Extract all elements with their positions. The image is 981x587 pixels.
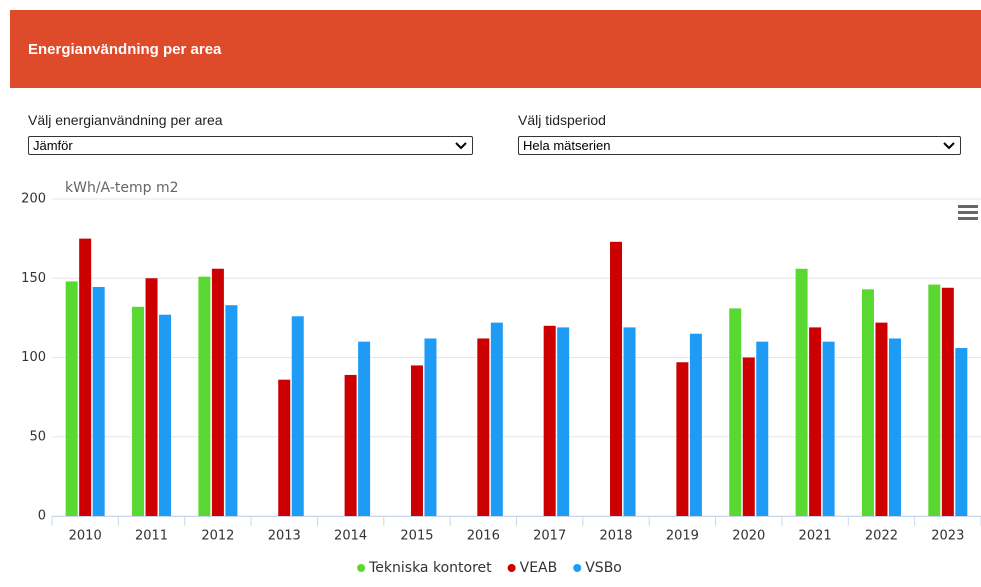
bar — [676, 362, 689, 516]
select-value: Jämför — [33, 138, 73, 153]
x-tick-label: 2016 — [467, 529, 500, 544]
x-tick-label: 2017 — [533, 529, 566, 544]
bar — [875, 322, 888, 516]
bar — [822, 341, 835, 516]
bar — [92, 286, 105, 516]
x-tick-label: 2011 — [135, 529, 168, 544]
bar — [291, 316, 304, 516]
control-label: Välj energianvändning per area — [28, 112, 223, 128]
bar — [424, 338, 437, 516]
bar — [543, 325, 556, 516]
legend-marker — [357, 564, 366, 572]
bar — [610, 241, 623, 517]
x-tick-label: 2010 — [69, 529, 102, 544]
bar — [689, 333, 702, 516]
bar — [477, 338, 490, 516]
bar — [623, 327, 636, 516]
bar — [145, 278, 158, 516]
select[interactable]: Hela mätserien — [518, 136, 961, 155]
x-tick-label: 2015 — [400, 529, 433, 544]
x-tick-label: 2023 — [931, 529, 964, 544]
legend-label: VSBo — [585, 560, 622, 576]
bar — [490, 322, 503, 516]
bar — [344, 374, 357, 516]
bar — [65, 281, 78, 516]
bar — [410, 365, 423, 516]
bar — [159, 314, 172, 516]
bar — [861, 289, 874, 516]
x-tick-label: 2012 — [201, 529, 234, 544]
y-tick-label: 150 — [21, 271, 46, 286]
x-tick-label: 2014 — [334, 529, 367, 544]
bar — [225, 305, 238, 516]
y-tick-label: 200 — [21, 192, 46, 207]
legend-marker — [507, 564, 516, 572]
bar — [198, 276, 211, 516]
header-title: Energianvändning per area — [28, 41, 222, 58]
bar — [888, 338, 901, 516]
bar — [955, 347, 968, 516]
chevron — [455, 142, 467, 150]
bar — [756, 341, 769, 516]
bar — [211, 268, 224, 516]
x-tick-label: 2020 — [732, 529, 765, 544]
y-tick-label: 50 — [29, 429, 46, 444]
x-tick-label: 2018 — [599, 529, 632, 544]
y-axis-label: kWh/A-temp m2 — [65, 180, 178, 196]
x-tick-label: 2019 — [666, 529, 699, 544]
legend-label: VEAB — [520, 560, 558, 576]
select-value: Hela mätserien — [523, 138, 611, 153]
bar — [742, 357, 755, 516]
bar — [809, 327, 822, 516]
bar — [278, 379, 291, 516]
bar — [795, 268, 808, 516]
bar — [358, 341, 371, 516]
select[interactable]: Jämför — [28, 136, 473, 155]
x-tick-label: 2022 — [865, 529, 898, 544]
y-tick-label: 100 — [21, 350, 46, 365]
chart: kWh/A-temp m2 0 50 100 150 200 2010 2011 2012 20… — [21, 180, 981, 576]
bar — [941, 287, 954, 516]
bar — [557, 327, 570, 516]
legend-label: Tekniska kontoret — [368, 560, 492, 576]
bar — [928, 284, 941, 516]
chevron — [943, 142, 955, 150]
menu-button[interactable] — [958, 205, 978, 220]
bar — [729, 308, 742, 516]
control-label: Välj tidsperiod — [518, 112, 606, 128]
header: Energianvändning per area — [10, 10, 981, 88]
bar — [79, 238, 92, 516]
x-tick-label: 2013 — [268, 529, 301, 544]
x-tick-label: 2021 — [799, 529, 832, 544]
legend-marker — [573, 564, 582, 572]
y-tick-label: 0 — [38, 509, 46, 524]
bar — [132, 306, 145, 516]
